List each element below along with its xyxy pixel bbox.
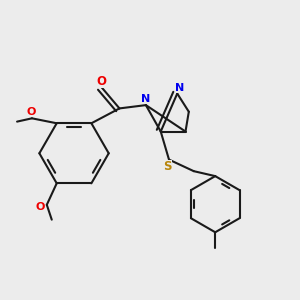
Text: N: N	[141, 94, 151, 103]
Text: N: N	[175, 82, 184, 93]
Text: O: O	[96, 74, 106, 88]
Text: O: O	[35, 202, 45, 212]
Text: O: O	[27, 107, 36, 117]
Text: S: S	[163, 160, 172, 173]
